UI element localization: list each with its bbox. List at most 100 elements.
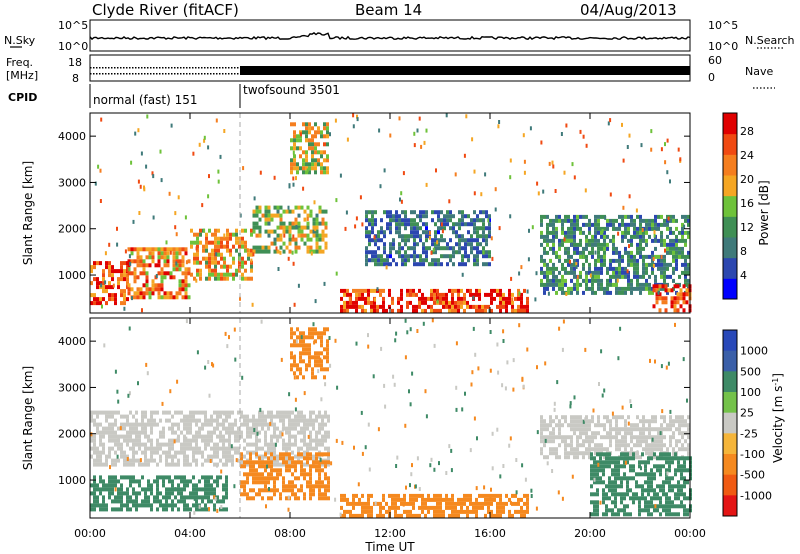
data-cell xyxy=(684,431,687,436)
data-cell xyxy=(505,304,508,309)
data-cell xyxy=(290,363,293,368)
data-cell xyxy=(508,443,511,448)
data-cell xyxy=(663,427,666,432)
data-cell xyxy=(114,269,117,274)
data-cell xyxy=(250,260,253,265)
data-cell xyxy=(645,266,648,271)
freq-label: Freq. xyxy=(6,56,33,69)
data-cell xyxy=(270,217,274,222)
data-cell xyxy=(684,447,687,452)
data-cell xyxy=(561,415,564,420)
data-cell xyxy=(582,427,585,432)
data-cell xyxy=(105,430,108,435)
data-cell xyxy=(683,464,686,469)
data-cell xyxy=(463,153,466,158)
data-cell xyxy=(567,451,570,456)
data-cell xyxy=(585,431,588,436)
data-cell xyxy=(156,491,159,496)
data-cell xyxy=(324,245,328,250)
data-cell xyxy=(609,427,612,432)
data-cell xyxy=(623,452,626,457)
data-cell xyxy=(183,495,186,500)
data-cell xyxy=(231,454,234,459)
data-cell xyxy=(231,410,234,415)
data-cell xyxy=(326,158,329,163)
data-cell xyxy=(567,250,570,255)
data-cell xyxy=(198,495,201,500)
data-cell xyxy=(400,191,403,196)
data-cell xyxy=(603,455,606,460)
y-tick-label: 2000 xyxy=(58,428,86,441)
data-cell xyxy=(273,480,276,485)
data-cell xyxy=(192,446,195,451)
data-cell xyxy=(201,462,204,467)
data-cell xyxy=(377,258,380,263)
data-cell xyxy=(300,472,303,477)
data-cell xyxy=(651,258,654,263)
data-cell xyxy=(469,493,472,498)
data-cell xyxy=(612,258,615,263)
data-cell xyxy=(621,254,624,259)
data-cell xyxy=(358,497,361,502)
data-cell xyxy=(219,507,222,512)
data-cell xyxy=(380,254,383,259)
data-cell xyxy=(558,254,561,259)
data-cell xyxy=(386,258,389,263)
data-cell xyxy=(217,252,220,257)
data-cell xyxy=(594,262,597,267)
data-cell xyxy=(427,296,430,301)
data-cell xyxy=(476,234,479,239)
data-cell xyxy=(93,491,96,496)
data-cell xyxy=(323,134,326,139)
data-cell xyxy=(594,218,597,223)
data-cell xyxy=(279,452,282,457)
data-cell xyxy=(315,229,319,234)
data-cell xyxy=(258,233,262,238)
data-cell xyxy=(433,467,436,472)
data-cell xyxy=(440,226,443,231)
data-cell xyxy=(508,300,511,305)
data-cell xyxy=(543,435,546,440)
data-cell xyxy=(300,426,303,431)
data-cell xyxy=(687,262,690,267)
data-cell xyxy=(473,222,476,227)
data-cell xyxy=(579,242,582,247)
data-cell xyxy=(373,288,376,293)
data-cell xyxy=(222,499,225,504)
data-cell xyxy=(663,238,666,243)
data-cell xyxy=(309,452,312,457)
data-cell xyxy=(606,270,609,275)
data-cell xyxy=(489,368,492,373)
data-cell xyxy=(596,488,599,493)
data-cell xyxy=(424,389,427,394)
data-cell xyxy=(327,480,330,485)
data-cell xyxy=(675,427,678,432)
data-cell xyxy=(136,291,140,296)
data-cell xyxy=(321,217,325,222)
data-cell xyxy=(312,464,315,469)
data-cell xyxy=(302,347,305,352)
data-cell xyxy=(611,411,614,416)
data-cell xyxy=(579,415,582,420)
data-cell xyxy=(576,242,579,247)
data-cell xyxy=(520,505,523,510)
data-cell xyxy=(686,508,689,513)
data-cell xyxy=(112,283,115,288)
data-cell xyxy=(306,213,310,218)
data-cell xyxy=(318,410,321,415)
data-cell xyxy=(216,442,219,447)
data-cell xyxy=(379,501,382,506)
data-cell xyxy=(687,218,690,223)
data-cell xyxy=(678,246,681,251)
data-cell xyxy=(676,308,680,313)
data-cell xyxy=(225,495,228,500)
data-cell xyxy=(664,308,668,313)
data-cell xyxy=(395,331,398,336)
data-cell xyxy=(505,501,508,506)
data-cell xyxy=(133,279,137,284)
data-cell xyxy=(607,121,610,126)
data-cell xyxy=(90,507,93,512)
data-cell xyxy=(168,446,171,451)
data-cell xyxy=(443,222,446,227)
data-cell xyxy=(508,497,511,502)
